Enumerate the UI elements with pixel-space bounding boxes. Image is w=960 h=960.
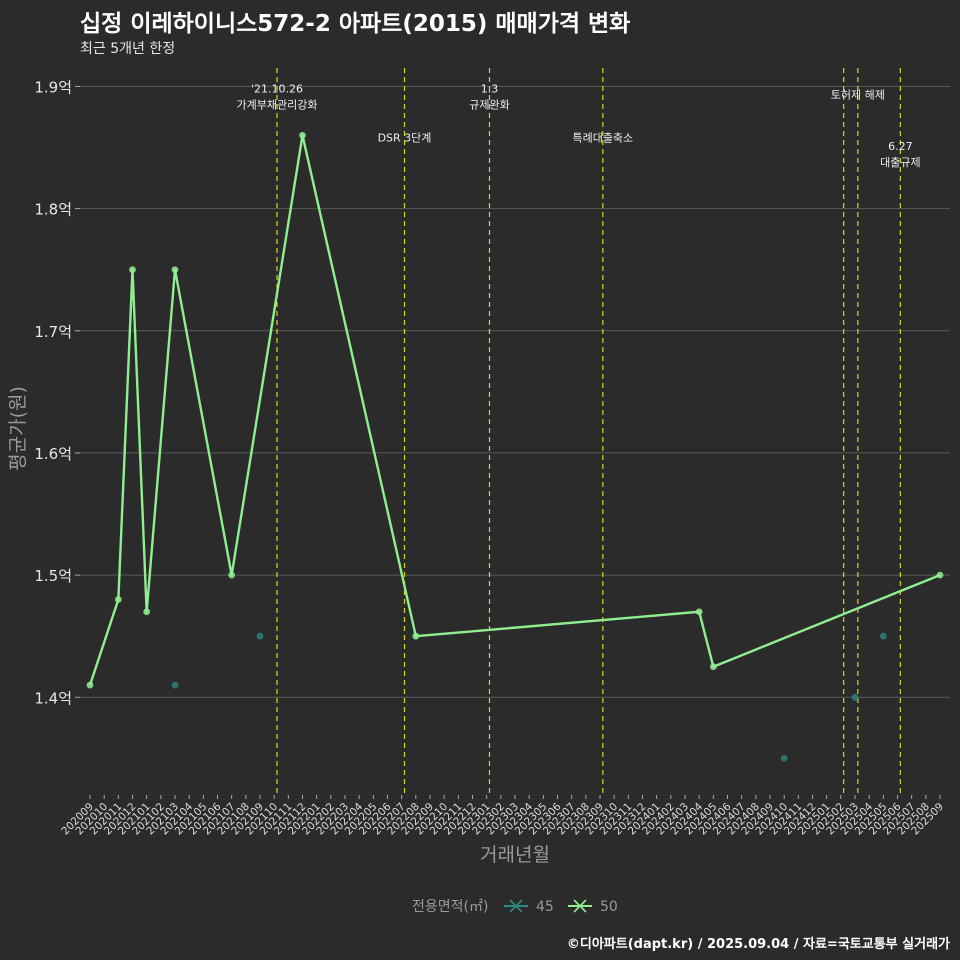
legend-swatch-mark [509,899,523,913]
data-point-50 [114,596,122,603]
data-point-50 [936,571,944,579]
event-label: 특례대출축소 [572,131,633,144]
data-point-45 [851,693,859,701]
event-label: 가계부채관리강화 [237,99,318,112]
x-axis-title: 거래년월 [480,844,550,866]
y-tick-label: 1.9억 [34,78,72,96]
data-point-50 [129,266,136,274]
chart-title: 십정 이레하이니스572-2 아파트(2015) 매매가격 변화 [80,11,631,37]
y-axis-title: 평균가(원) [7,386,29,471]
chart-subtitle: 최근 5개년 한정 [80,41,176,57]
data-point-50 [228,571,236,579]
data-point-50 [695,608,703,616]
legend-title: 전용면적(㎡) [412,899,488,915]
data-point-45 [171,681,179,689]
legend-label: 45 [536,899,554,915]
data-point-50 [86,681,94,689]
legend-label: 50 [600,899,618,915]
y-tick-label: 1.4억 [34,689,72,707]
event-label: 규제완화 [469,99,509,112]
data-point-50 [299,131,306,139]
data-point-45 [256,632,264,640]
data-point-50 [709,663,717,671]
data-point-45 [879,632,887,640]
y-tick-label: 1.5억 [34,567,72,585]
event-label: 토허제 해제 [831,88,885,102]
data-point-45 [780,754,788,762]
series-line-50 [88,134,941,686]
data-point-50 [171,266,179,274]
y-tick-label: 1.7억 [34,323,72,341]
data-point-50 [143,608,151,616]
legend-swatch-mark [573,899,587,913]
y-tick-label: 1.8억 [34,201,72,219]
event-label: 대출규제 [880,156,920,169]
event-label: '21.10.26 [251,83,303,96]
event-label: 6.27 [888,140,913,153]
data-point-50 [412,632,420,640]
event-label: 1.3 [481,83,499,96]
source-caption: ©디아파트(dapt.kr) / 2025.09.04 / 자료=국토교통부 실… [566,937,950,952]
y-tick-label: 1.6억 [34,445,72,463]
event-label: DSR 3단계 [378,131,432,144]
